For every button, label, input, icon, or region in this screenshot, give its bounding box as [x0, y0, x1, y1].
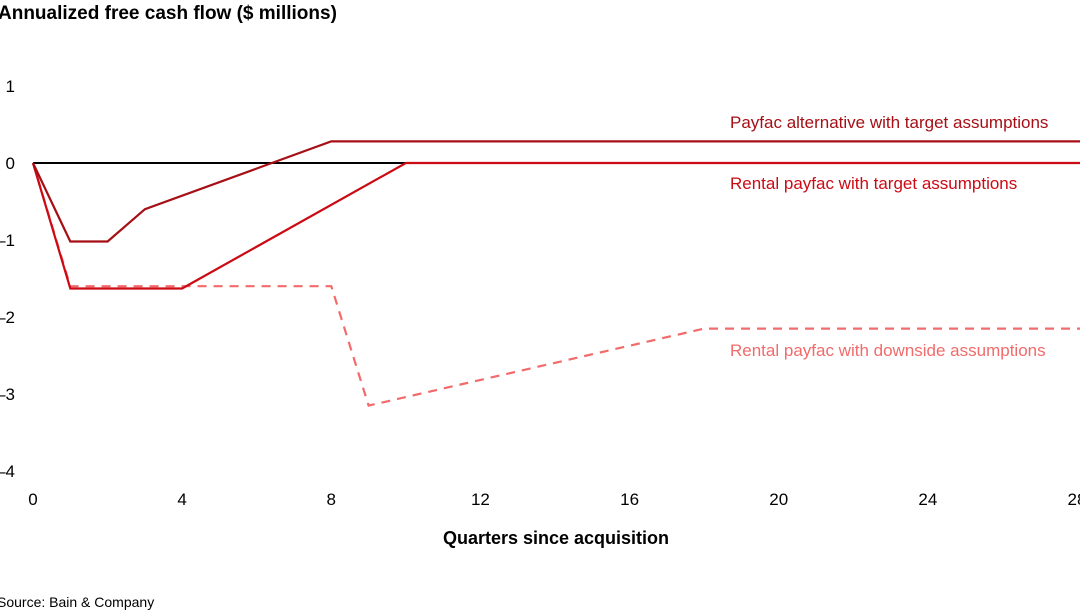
chart-title: Annualized free cash flow ($ millions): [0, 3, 337, 24]
series-line-1: [31, 161, 1080, 290]
series-label-0: Payfac alternative with target assumptio…: [730, 113, 1048, 132]
y-tick-label: –3: [0, 385, 15, 404]
series-lines: [31, 140, 1080, 407]
y-axis-ticks: 1 0 –1 –2 –3 –4: [0, 77, 15, 481]
series-label-1: Rental payfac with target assumptions: [730, 174, 1017, 193]
x-tick-label: 28: [1068, 490, 1080, 509]
x-tick-label: 8: [327, 490, 336, 509]
x-tick-label: 12: [471, 490, 490, 509]
y-tick-label: –4: [0, 462, 15, 481]
x-tick-label: 20: [769, 490, 788, 509]
series-line-0: [32, 140, 1080, 243]
x-tick-label: 16: [620, 490, 639, 509]
x-axis-label: Quarters since acquisition: [443, 528, 669, 548]
y-tick-label: 0: [6, 154, 15, 173]
series-line-2: [31, 162, 1080, 407]
x-tick-label: 0: [28, 490, 37, 509]
y-tick-label: –1: [0, 231, 15, 250]
x-axis-ticks: 0 4 8 12 16 20 24 28: [28, 490, 1080, 509]
series-label-2: Rental payfac with downside assumptions: [730, 341, 1046, 360]
series-labels: Payfac alternative with target assumptio…: [730, 113, 1048, 360]
y-tick-label: 1: [6, 77, 15, 96]
x-tick-label: 4: [177, 490, 186, 509]
source-note: Source: Bain & Company: [0, 594, 154, 610]
x-tick-label: 24: [918, 490, 937, 509]
y-tick-label: –2: [0, 308, 15, 327]
